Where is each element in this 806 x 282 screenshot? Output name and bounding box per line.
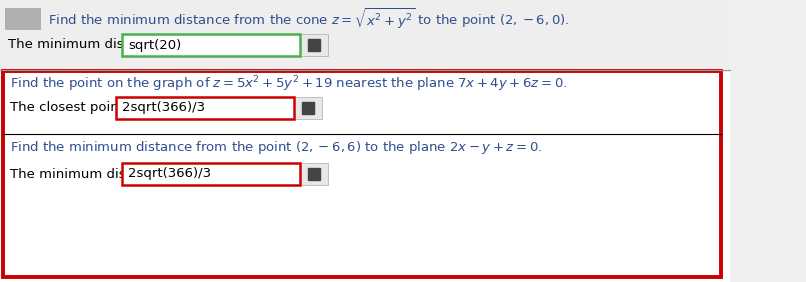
FancyBboxPatch shape — [122, 163, 300, 185]
FancyBboxPatch shape — [300, 163, 328, 185]
Text: Find the minimum distance from the cone $z = \sqrt{x^2 + y^2}$ to the point $(2,: Find the minimum distance from the cone … — [48, 7, 569, 31]
Text: 2sqrt(366)/3: 2sqrt(366)/3 — [128, 168, 211, 180]
FancyBboxPatch shape — [0, 0, 730, 282]
Text: The minimum distance is: The minimum distance is — [8, 39, 176, 52]
FancyBboxPatch shape — [116, 97, 294, 119]
FancyBboxPatch shape — [300, 34, 328, 56]
Text: The minimum distance is: The minimum distance is — [10, 168, 178, 180]
FancyBboxPatch shape — [0, 0, 730, 72]
Text: 2sqrt(366)/3: 2sqrt(366)/3 — [122, 102, 205, 114]
Text: sqrt(20): sqrt(20) — [128, 39, 181, 52]
FancyBboxPatch shape — [3, 71, 721, 277]
FancyBboxPatch shape — [294, 97, 322, 119]
FancyBboxPatch shape — [5, 8, 41, 30]
FancyBboxPatch shape — [122, 34, 300, 56]
Text: The closest point is: The closest point is — [10, 102, 139, 114]
Text: Find the minimum distance from the point $(2, -6, 6)$ to the plane $2x - y + z =: Find the minimum distance from the point… — [10, 140, 542, 157]
Text: Find the point on the graph of $z = 5x^2 + 5y^2 + 19$ nearest the plane $7x + 4y: Find the point on the graph of $z = 5x^2… — [10, 74, 567, 94]
